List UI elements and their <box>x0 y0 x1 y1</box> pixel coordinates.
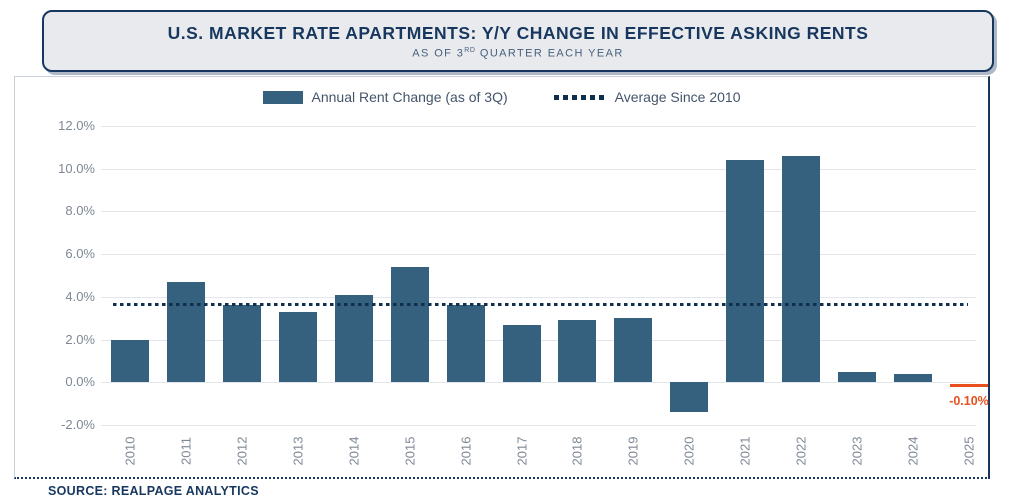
x-axis-label-2016: 2016 <box>458 436 474 466</box>
bar-2010 <box>111 339 149 383</box>
gridline-8.0% <box>101 211 976 213</box>
legend-item-average: Average Since 2010 <box>553 89 741 105</box>
chart-panel: Annual Rent Change (as of 3Q) Average Si… <box>14 76 990 479</box>
y-axis-tick-label: 6.0% <box>65 246 95 262</box>
x-axis-label-2025: 2025 <box>961 436 977 466</box>
x-axis-label-2021: 2021 <box>737 436 753 466</box>
legend-label-bars: Annual Rent Change (as of 3Q) <box>311 89 508 105</box>
gridline-10.0% <box>101 168 976 170</box>
x-axis-label-2022: 2022 <box>793 436 809 466</box>
bar-2017 <box>502 324 541 383</box>
subtitle-ordinal: RD <box>464 46 476 54</box>
bar-2014 <box>334 294 373 383</box>
x-axis-label-2015: 2015 <box>402 436 418 466</box>
x-axis-label-2020: 2020 <box>681 436 697 466</box>
bar-2019 <box>614 318 653 383</box>
highlight-marker-2025 <box>950 384 988 388</box>
bar-2013 <box>278 311 317 383</box>
chart-legend: Annual Rent Change (as of 3Q) Average Si… <box>15 89 988 105</box>
x-axis-label-2018: 2018 <box>569 436 585 466</box>
gridline-6.0% <box>101 254 976 256</box>
x-axis-label-2017: 2017 <box>514 436 529 466</box>
y-axis-tick-label: 8.0% <box>65 203 95 219</box>
bar-2021 <box>726 160 765 383</box>
source-attribution: SOURCE: REALPAGE ANALYTICS <box>48 484 259 498</box>
gridline--2.0% <box>101 425 976 426</box>
x-axis-label-2011: 2011 <box>178 437 194 465</box>
subtitle-suffix: QUARTER EACH YEAR <box>475 47 624 60</box>
y-axis-tick-label: 0.0% <box>65 374 95 390</box>
page-subtitle: AS OF 3RD QUARTER EACH YEAR <box>412 47 623 60</box>
gridline-0.0% <box>101 382 976 384</box>
bar-2018 <box>558 320 597 383</box>
x-axis-label-2024: 2024 <box>905 436 921 466</box>
bar-2015 <box>390 267 429 383</box>
bar-2016 <box>446 305 485 383</box>
plot-area: 12.0% 10.0% 8.0% 6.0% 4.0% 2.0% 0.0% -2.0% 2010 2… <box>15 77 989 477</box>
bar-2023 <box>838 371 877 383</box>
bar-2020 <box>670 382 709 413</box>
chart-title-banner: U.S. MARKET RATE APARTMENTS: Y/Y CHANGE … <box>42 10 994 72</box>
gridline-4.0% <box>101 296 976 298</box>
bar-2012 <box>222 305 261 383</box>
y-axis-tick-label: -2.0% <box>61 417 95 432</box>
x-axis-label-2023: 2023 <box>849 436 865 466</box>
bar-2024 <box>894 373 932 383</box>
x-axis-label-2019: 2019 <box>625 436 641 466</box>
bar-series-swatch-icon <box>262 90 303 104</box>
y-axis-tick-label: 10.0% <box>58 160 95 176</box>
x-axis-label-2012: 2012 <box>234 436 250 466</box>
subtitle-prefix: AS OF 3 <box>412 47 465 60</box>
legend-label-average: Average Since 2010 <box>614 89 741 105</box>
y-axis-tick-label: 12.0% <box>58 118 95 133</box>
bar-2022 <box>782 155 821 383</box>
x-axis-label-2014: 2014 <box>346 436 362 466</box>
x-axis-label-2013: 2013 <box>290 436 306 466</box>
x-axis-label-2010: 2010 <box>122 436 138 466</box>
average-since-2010-line <box>113 303 968 307</box>
y-axis-tick-label: 2.0% <box>65 331 95 347</box>
legend-item-bars: Annual Rent Change (as of 3Q) <box>262 89 508 105</box>
highlight-value-label: -0.10% <box>949 394 989 409</box>
gridline-12.0% <box>101 126 976 127</box>
bar-2011 <box>166 281 205 383</box>
y-axis-tick-label: 4.0% <box>65 288 95 304</box>
average-line-swatch-icon <box>553 94 606 100</box>
page-title: U.S. MARKET RATE APARTMENTS: Y/Y CHANGE … <box>167 22 869 43</box>
